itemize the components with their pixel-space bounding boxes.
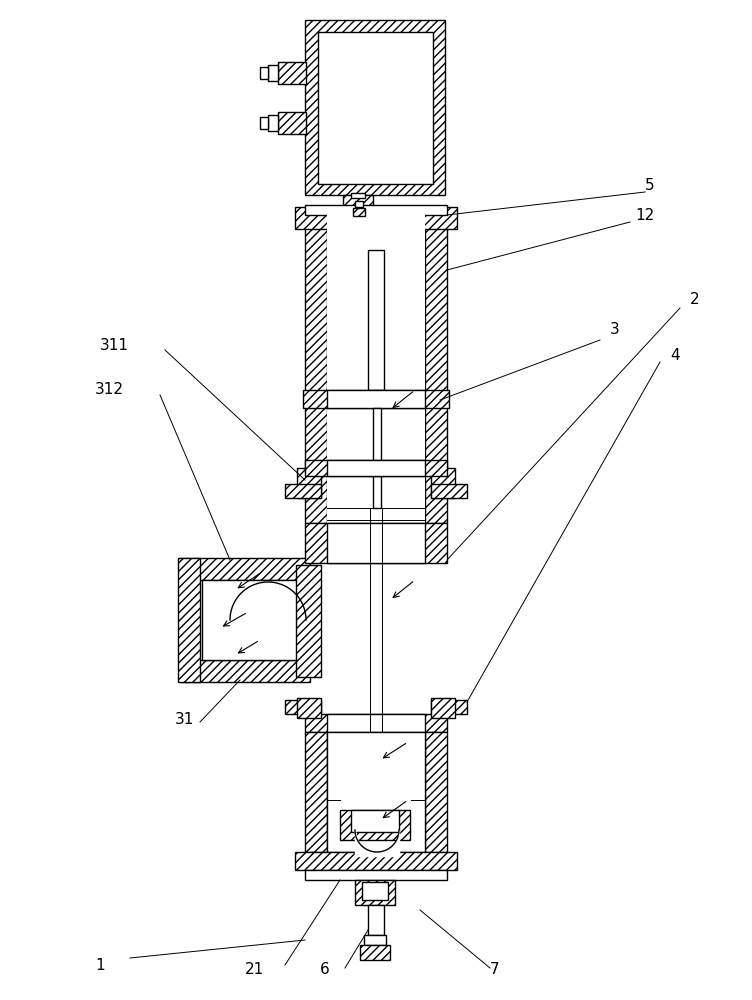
Bar <box>431 484 467 498</box>
Text: 311: 311 <box>100 338 129 353</box>
Bar <box>373 408 381 508</box>
Text: 5: 5 <box>645 178 655 192</box>
Bar <box>268 65 278 81</box>
Bar <box>327 390 425 408</box>
Text: 31: 31 <box>175 712 194 728</box>
Bar <box>305 20 445 195</box>
Bar <box>305 213 327 523</box>
Bar <box>327 213 425 523</box>
Bar <box>260 67 268 79</box>
Bar <box>305 714 447 732</box>
Bar <box>355 880 395 905</box>
Bar <box>296 565 321 677</box>
Bar <box>295 852 457 870</box>
Bar <box>355 201 363 207</box>
Bar <box>425 732 447 852</box>
Bar <box>327 523 425 563</box>
Bar <box>305 460 447 476</box>
Bar <box>278 62 306 84</box>
Bar <box>353 208 365 216</box>
Text: 21: 21 <box>245 962 264 978</box>
Bar <box>278 112 306 134</box>
Bar <box>297 698 321 718</box>
Bar <box>285 700 321 714</box>
Bar <box>340 810 410 840</box>
Bar <box>327 714 425 732</box>
Bar <box>260 117 268 129</box>
Text: 4: 4 <box>670 348 680 362</box>
Bar <box>431 700 467 714</box>
Text: 1: 1 <box>95 958 105 972</box>
Bar <box>368 905 384 935</box>
Bar <box>295 207 457 229</box>
Bar <box>425 213 447 523</box>
Bar <box>285 484 321 498</box>
Bar <box>202 580 310 660</box>
Bar <box>368 250 384 390</box>
Bar <box>343 195 373 213</box>
Bar <box>303 390 449 408</box>
Text: 7: 7 <box>490 962 499 978</box>
Text: 3: 3 <box>610 322 620 338</box>
Text: 12: 12 <box>635 208 654 223</box>
Bar <box>351 810 399 832</box>
Text: 6: 6 <box>320 962 329 978</box>
Bar <box>180 660 310 682</box>
Bar <box>431 468 455 498</box>
Bar <box>305 732 327 852</box>
Bar <box>318 32 433 184</box>
Bar <box>178 558 200 682</box>
Bar <box>327 732 425 852</box>
Bar <box>327 460 425 476</box>
Bar <box>351 193 365 198</box>
Bar <box>180 558 310 580</box>
Bar <box>362 882 388 900</box>
Bar <box>305 205 447 215</box>
Text: 2: 2 <box>690 292 699 308</box>
Bar <box>431 698 455 718</box>
Bar <box>305 870 447 880</box>
Bar <box>360 945 390 960</box>
Text: 312: 312 <box>95 382 124 397</box>
Bar <box>364 935 386 945</box>
Bar <box>268 115 278 131</box>
Bar <box>305 523 447 563</box>
Bar <box>297 468 321 498</box>
